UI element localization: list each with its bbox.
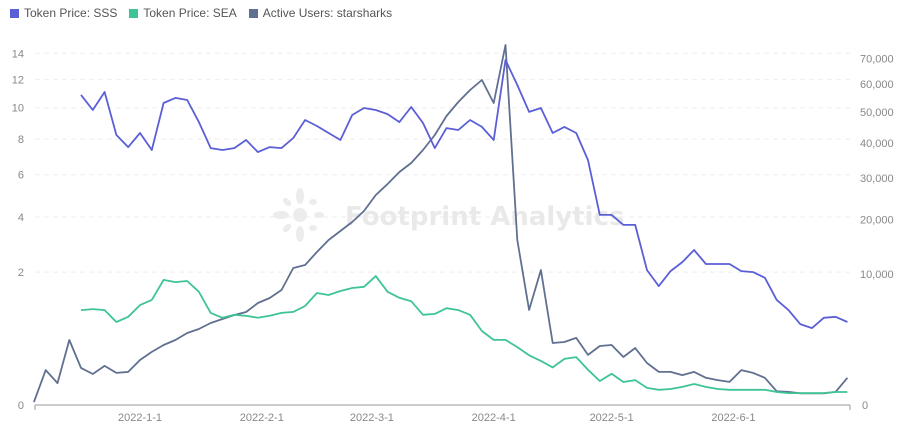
legend-item-sea[interactable]: Token Price: SEA bbox=[129, 6, 237, 20]
y-left-tick-label: 14 bbox=[12, 48, 24, 60]
legend-swatch bbox=[129, 8, 139, 18]
legend-label: Token Price: SSS bbox=[24, 6, 118, 20]
y-right-tick-label: 40,000 bbox=[860, 138, 894, 150]
y-left-tick-label: 8 bbox=[18, 134, 24, 146]
axes: 0 2 4 6 8 10 12 14 0 10,000 20,000 30,000 40,000 50,0… bbox=[12, 48, 894, 424]
y-right-tick-label: 60,000 bbox=[860, 79, 894, 91]
y-left-tick-label: 4 bbox=[18, 212, 24, 224]
y-left-tick-label: 10 bbox=[12, 103, 24, 115]
watermark-text: Footprint Analytics bbox=[345, 202, 624, 232]
y-left-tick-label: 12 bbox=[12, 74, 24, 86]
x-tick-label: 2022-5-1 bbox=[590, 412, 634, 424]
y-right-tick-label: 20,000 bbox=[860, 215, 894, 227]
y-right-tick-label: 70,000 bbox=[860, 53, 894, 65]
legend: Token Price: SSS Token Price: SEA Active… bbox=[10, 6, 392, 20]
y-right-tick-label: 0 bbox=[862, 400, 868, 412]
legend-label: Active Users: starsharks bbox=[262, 6, 393, 20]
series-line-active-users-starsharks[interactable] bbox=[33, 44, 849, 403]
y-right-tick-label: 10,000 bbox=[860, 269, 894, 281]
gridlines bbox=[35, 52, 850, 273]
x-tick-label: 2022-2-1 bbox=[240, 412, 284, 424]
legend-label: Token Price: SEA bbox=[143, 6, 237, 20]
y-left-tick-label: 0 bbox=[18, 400, 24, 412]
legend-swatch bbox=[10, 8, 19, 18]
legend-swatch bbox=[248, 8, 258, 18]
legend-item-sss[interactable]: Token Price: SSS bbox=[10, 6, 117, 20]
x-tick-label: 2022-4-1 bbox=[472, 412, 516, 424]
watermark: Footprint Analytics bbox=[273, 188, 624, 242]
x-tick-label: 2022-1-1 bbox=[118, 412, 162, 424]
series-line-token-price-sss[interactable] bbox=[80, 59, 848, 329]
legend-item-active-users[interactable]: Active Users: starsharks bbox=[248, 6, 393, 20]
x-tick-label: 2022-6-1 bbox=[711, 412, 755, 424]
x-tick-label: 2022-3-1 bbox=[350, 412, 394, 424]
y-right-tick-label: 30,000 bbox=[860, 173, 894, 185]
y-left-tick-label: 2 bbox=[18, 267, 24, 279]
footprint-logo-icon bbox=[273, 188, 324, 242]
series-line-token-price-sea[interactable] bbox=[80, 275, 848, 394]
y-left-tick-label: 6 bbox=[18, 170, 24, 182]
series-lines bbox=[33, 44, 849, 403]
y-right-tick-label: 50,000 bbox=[860, 107, 894, 119]
